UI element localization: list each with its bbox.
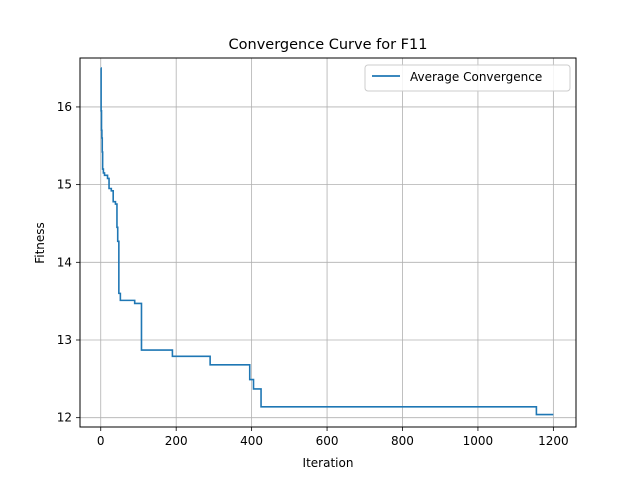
chart-title: Convergence Curve for F11 xyxy=(229,37,428,53)
series-line-average-convergence xyxy=(100,67,554,416)
series-layer xyxy=(100,67,554,416)
legend-label: Average Convergence xyxy=(410,70,542,84)
x-tick-label: 0 xyxy=(97,434,105,448)
y-tick-label: 13 xyxy=(57,333,72,347)
legend-box xyxy=(364,64,571,92)
y-tick-label: 15 xyxy=(57,178,72,192)
grid-lines xyxy=(80,58,576,427)
x-tick-label: 1000 xyxy=(463,434,494,448)
y-axis-label: Fitness xyxy=(33,222,47,264)
x-axis-label: Iteration xyxy=(303,456,354,470)
x-tick-label: 600 xyxy=(316,434,339,448)
axis-ticks: 0 200 400 600 800 1000 1200 12 13 14 15 16 xyxy=(57,100,569,448)
y-tick-label: 14 xyxy=(57,255,72,269)
legend: Average Convergence xyxy=(364,64,571,92)
plot-frame xyxy=(79,57,577,428)
y-tick-label: 16 xyxy=(57,100,72,114)
x-tick-label: 400 xyxy=(240,434,263,448)
y-tick-label: 12 xyxy=(57,411,72,425)
x-tick-label: 800 xyxy=(391,434,414,448)
x-tick-label: 200 xyxy=(165,434,188,448)
x-tick-label: 1200 xyxy=(538,434,569,448)
